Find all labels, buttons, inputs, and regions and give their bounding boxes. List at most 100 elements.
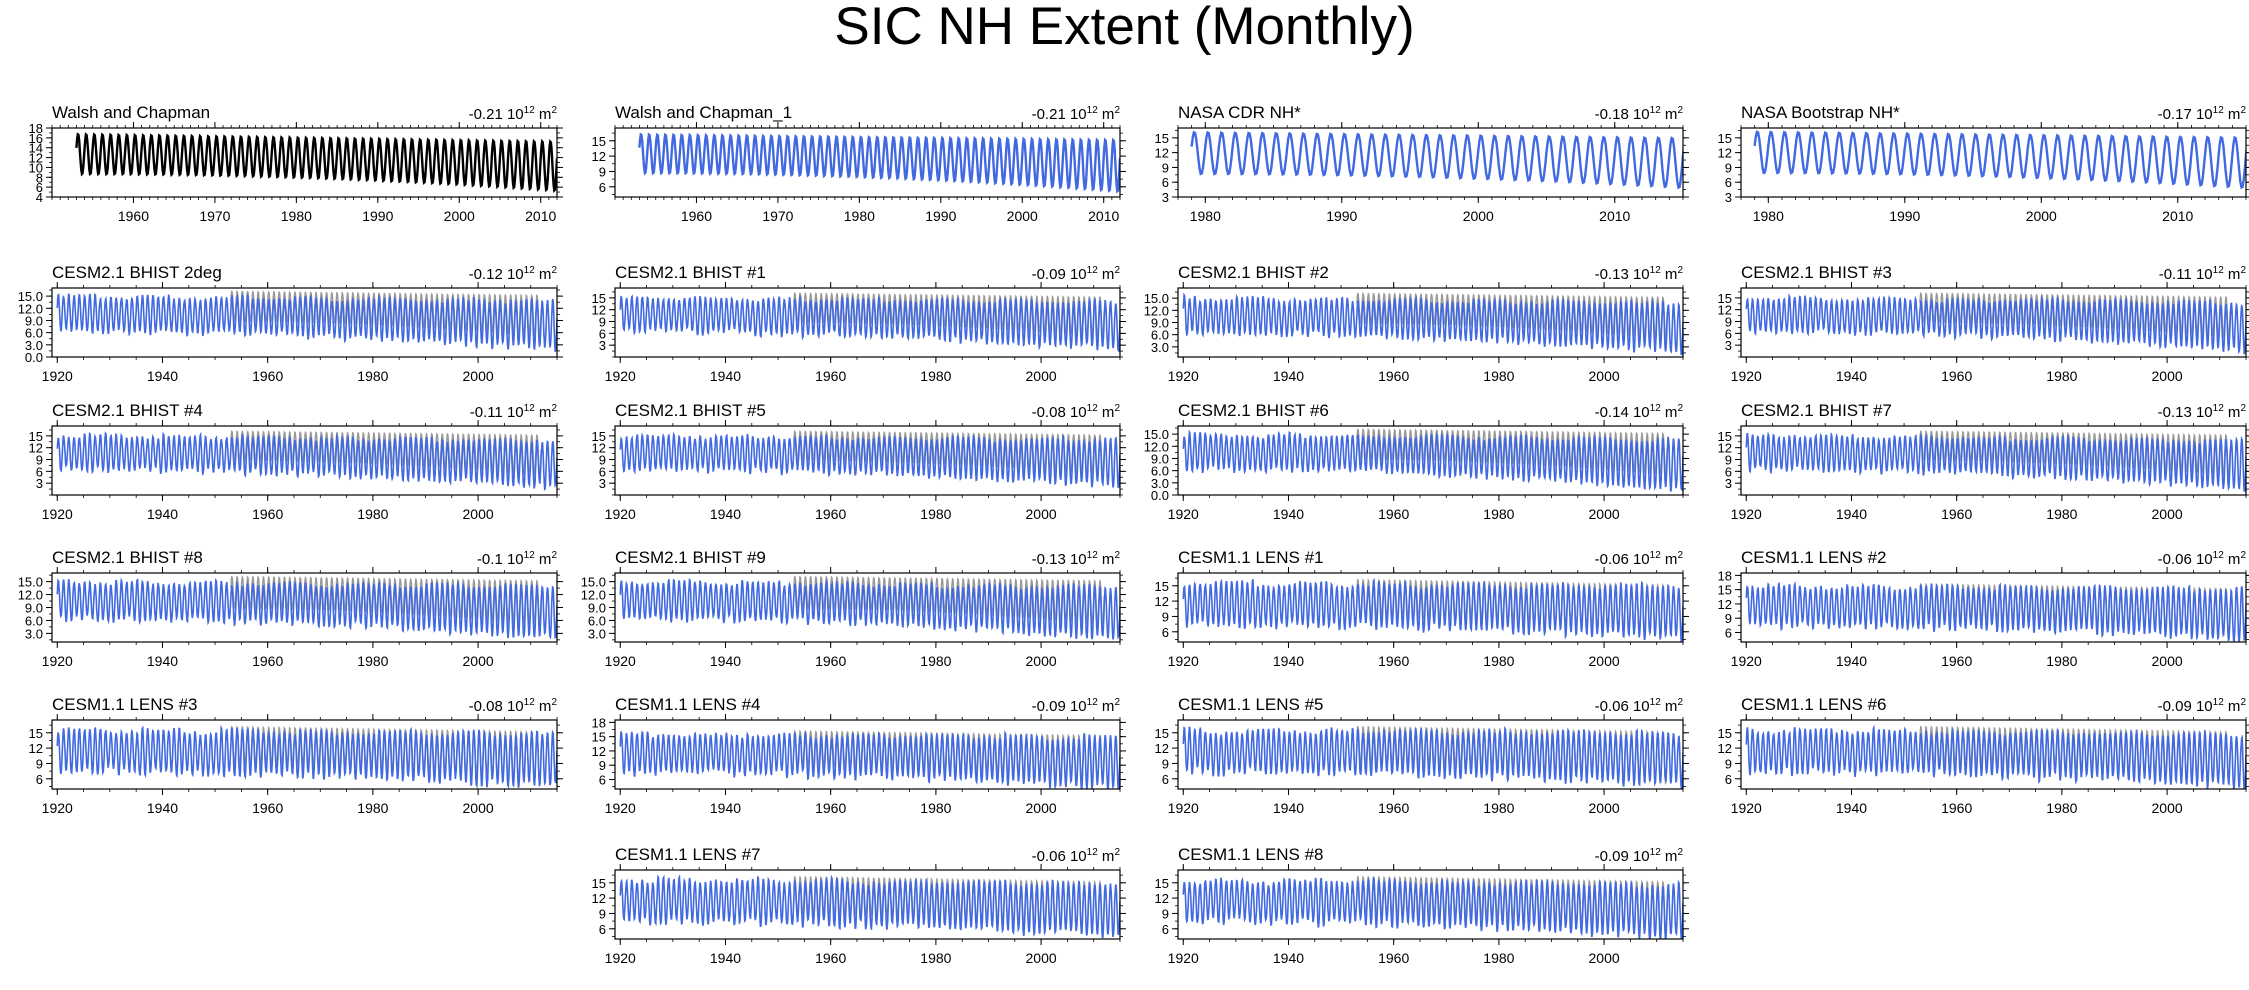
y-tick-label: 3 — [1725, 476, 1732, 491]
panel-title: CESM2.1 BHIST #3 — [1741, 263, 1892, 282]
panel-title: CESM2.1 BHIST #2 — [1178, 263, 1329, 282]
panel-title: CESM1.1 LENS #7 — [615, 845, 761, 864]
x-tick-label: 1920 — [42, 653, 73, 669]
x-tick-label: 1980 — [1483, 506, 1514, 522]
x-tick-label: 1960 — [252, 800, 283, 816]
x-tick-label: 1990 — [362, 208, 393, 224]
y-tick-label: 3.0 — [1151, 476, 1169, 491]
plot-frame — [1740, 719, 2247, 790]
series-line — [1182, 876, 1683, 939]
panel-title: CESM2.1 BHIST 2deg — [52, 263, 222, 282]
series-line — [1182, 725, 1683, 789]
y-tick-label: 6 — [1725, 625, 1732, 640]
y-tick-label: 15.0 — [18, 289, 43, 304]
x-tick-label: 2000 — [1026, 800, 1057, 816]
y-tick-label: 12.0 — [1144, 439, 1169, 454]
y-tick-label: 15 — [592, 291, 606, 306]
y-tick-label: 15 — [1155, 131, 1169, 146]
y-tick-label: 15 — [1155, 726, 1169, 741]
plot-frame — [1740, 425, 2247, 496]
y-tick-label: 15 — [592, 876, 606, 891]
y-tick-label: 6 — [1162, 772, 1169, 787]
plot-frame — [614, 287, 1121, 358]
x-tick-label: 2010 — [1599, 208, 1630, 224]
series-line — [638, 132, 1120, 194]
figure-title: SIC NH Extent (Monthly) — [834, 0, 1415, 56]
x-tick-label: 1940 — [147, 653, 178, 669]
plot-frame — [614, 719, 1121, 790]
panel-title: Walsh and Chapman — [52, 103, 210, 122]
y-tick-label: 6 — [36, 180, 43, 195]
x-tick-label: 1960 — [1378, 368, 1409, 384]
y-tick-label: 6 — [599, 772, 606, 787]
x-tick-label: 1980 — [357, 800, 388, 816]
y-tick-label: 6 — [1162, 922, 1169, 937]
x-tick-label: 2000 — [2152, 506, 2183, 522]
y-tick-label: 10 — [29, 160, 43, 175]
y-tick-label: 6 — [599, 326, 606, 341]
x-tick-label: 1940 — [1273, 368, 1304, 384]
y-tick-label: 14 — [29, 141, 43, 156]
x-tick-label: 1980 — [920, 368, 951, 384]
x-tick-label: 1960 — [815, 368, 846, 384]
y-tick-label: 8 — [36, 170, 43, 185]
x-tick-label: 2010 — [525, 208, 556, 224]
series-line — [619, 431, 1120, 489]
x-tick-label: 2000 — [1007, 208, 1038, 224]
x-tick-label: 1920 — [1731, 506, 1762, 522]
trend-label: -0.08 1012 m2 — [469, 697, 558, 715]
trend-label: -0.13 1012 m2 — [2158, 403, 2247, 421]
panel-title: CESM2.1 BHIST #5 — [615, 401, 766, 420]
x-tick-label: 1940 — [147, 368, 178, 384]
y-tick-label: 9.0 — [1151, 316, 1169, 331]
panel-title: CESM1.1 LENS #2 — [1741, 548, 1887, 567]
x-tick-label: 1980 — [2046, 800, 2077, 816]
y-tick-label: 6 — [1725, 772, 1732, 787]
x-tick-label: 1920 — [605, 368, 636, 384]
y-tick-label: 9 — [599, 315, 606, 330]
x-tick-label: 1960 — [1941, 368, 1972, 384]
y-tick-label: 15 — [29, 429, 43, 444]
plot-frame — [614, 425, 1121, 496]
plot-frame — [1177, 719, 1684, 790]
y-tick-label: 3 — [1725, 338, 1732, 353]
x-tick-label: 2000 — [1589, 506, 1620, 522]
y-tick-label: 12.0 — [581, 588, 606, 603]
x-tick-label: 1980 — [920, 800, 951, 816]
y-tick-label: 12 — [592, 744, 606, 759]
y-tick-label: 9.0 — [25, 313, 43, 328]
x-tick-label: 1940 — [1273, 506, 1304, 522]
x-tick-label: 1960 — [681, 208, 712, 224]
x-tick-label: 2000 — [463, 506, 494, 522]
x-tick-label: 2000 — [2152, 653, 2183, 669]
x-tick-label: 1920 — [42, 800, 73, 816]
x-tick-label: 2000 — [1589, 950, 1620, 966]
y-tick-label: 15 — [592, 730, 606, 745]
panel-title: CESM2.1 BHIST #4 — [52, 401, 203, 420]
x-tick-label: 1960 — [118, 208, 149, 224]
y-tick-label: 9.0 — [588, 601, 606, 616]
trend-label: -0.06 1012 m2 — [1595, 697, 1684, 715]
y-tick-label: 9 — [36, 453, 43, 468]
y-tick-label: 0.0 — [25, 350, 43, 365]
y-tick-label: 15.0 — [1144, 427, 1169, 442]
x-tick-label: 1920 — [1168, 368, 1199, 384]
y-tick-label: 12 — [1718, 441, 1732, 456]
panel-title: CESM1.1 LENS #6 — [1741, 695, 1887, 714]
y-tick-label: 9 — [1725, 756, 1732, 771]
y-tick-label: 6 — [1725, 326, 1732, 341]
x-tick-label: 1980 — [844, 208, 875, 224]
y-tick-label: 3.0 — [25, 338, 43, 353]
y-tick-label: 6 — [1162, 625, 1169, 640]
y-tick-label: 15 — [1718, 291, 1732, 306]
plot-frame — [1177, 425, 1684, 496]
series-line — [1753, 130, 2246, 190]
panel-title: NASA Bootstrap NH* — [1741, 103, 1900, 122]
x-tick-label: 1960 — [815, 653, 846, 669]
